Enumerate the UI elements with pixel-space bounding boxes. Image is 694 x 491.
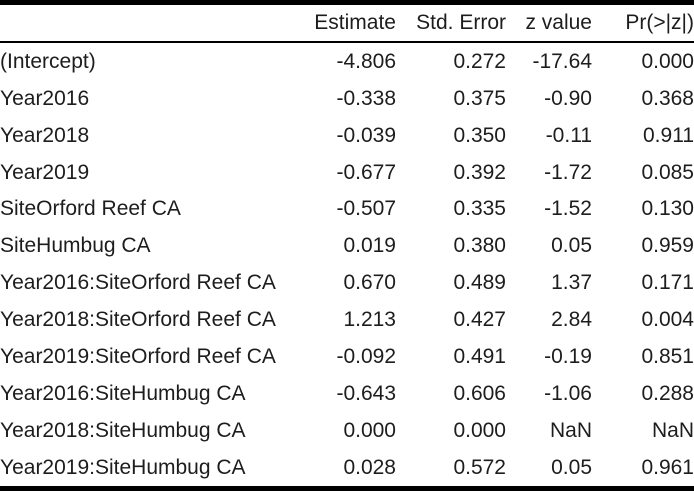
cell-estimate: -4.806 [336,49,396,73]
table-row: SiteHumbug CA 0.019 0.380 0.05 0.959 [0,228,694,265]
table-row: Year2019:SiteOrford Reef CA -0.092 0.491 -0… [0,338,694,375]
cell-p-value: 0.288 [641,381,694,405]
cell-z-value: 0.05 [551,455,592,479]
cell-p-value: 0.130 [641,197,694,221]
cell-p-value: NaN [651,418,694,442]
row-term: SiteOrford Reef CA [0,197,181,221]
row-term: Year2016:SiteHumbug CA [0,381,246,405]
cell-std-error: 0.335 [453,197,506,221]
table-row: Year2016 -0.338 0.375 -0.90 0.368 [0,80,694,117]
table-body: (Intercept) -4.806 0.272 -17.64 0.000 Year201… [0,42,694,486]
cell-estimate: 0.028 [343,455,396,479]
cell-z-value: -1.06 [544,381,592,405]
column-header-std-error: Std. Error [396,5,506,43]
coefficient-table: Estimate Std. Error z value Pr(>|z|) (In… [0,5,694,486]
cell-estimate: -0.643 [336,381,396,405]
table-row: Year2018:SiteHumbug CA 0.000 0.000 NaN NaN [0,412,694,449]
cell-std-error: 0.375 [453,86,506,110]
cell-z-value: -17.64 [532,49,592,73]
cell-z-value: NaN [549,418,592,442]
table-row: SiteOrford Reef CA -0.507 0.335 -1.52 0.130 [0,191,694,228]
row-term: Year2018 [0,123,90,147]
table-row: Year2018 -0.039 0.350 -0.11 0.911 [0,117,694,154]
table-row: Year2016:SiteHumbug CA -0.643 0.606 -1.06 0.… [0,375,694,412]
cell-p-value: 0.851 [641,344,694,368]
cell-p-value: 0.368 [641,86,694,110]
row-term: SiteHumbug CA [0,234,151,258]
column-header-p-value: Pr(>|z|) [592,5,694,43]
cell-estimate: 0.019 [343,234,396,258]
cell-estimate: 0.000 [343,418,396,442]
cell-std-error: 0.000 [453,418,506,442]
table-row: Year2016:SiteOrford Reef CA 0.670 0.489 1.3… [0,265,694,302]
column-header-estimate: Estimate [296,5,396,43]
cell-p-value: 0.000 [641,49,694,73]
cell-z-value: -0.90 [544,86,592,110]
cell-estimate: -0.677 [336,160,396,184]
row-term: Year2016 [0,86,90,110]
row-term: Year2019:SiteOrford Reef CA [0,344,276,368]
cell-z-value: 1.37 [551,271,592,295]
cell-estimate: 1.213 [343,307,396,331]
cell-std-error: 0.491 [453,344,506,368]
table-row: (Intercept) -4.806 0.272 -17.64 0.000 [0,42,694,80]
cell-std-error: 0.392 [453,160,506,184]
cell-std-error: 0.606 [453,381,506,405]
cell-p-value: 0.959 [641,234,694,258]
cell-p-value: 0.961 [641,455,694,479]
cell-z-value: -1.72 [544,160,592,184]
cell-z-value: -0.11 [545,123,592,147]
cell-p-value: 0.171 [641,271,694,295]
cell-estimate: -0.338 [336,86,396,110]
cell-z-value: -1.52 [544,197,592,221]
row-term: Year2018:SiteOrford Reef CA [0,307,276,331]
cell-p-value: 0.085 [641,160,694,184]
cell-std-error: 0.572 [453,455,506,479]
column-header-term [0,5,296,43]
cell-p-value: 0.911 [643,123,694,147]
row-term: Year2018:SiteHumbug CA [0,418,246,442]
table-row: Year2018:SiteOrford Reef CA 1.213 0.427 2.8… [0,302,694,339]
cell-estimate: 0.670 [343,271,396,295]
header-row: Estimate Std. Error z value Pr(>|z|) [0,5,694,43]
row-term: Year2016:SiteOrford Reef CA [0,271,276,295]
table-row: Year2019:SiteHumbug CA 0.028 0.572 0.05 0.96… [0,449,694,486]
cell-std-error: 0.427 [453,307,506,331]
cell-std-error: 0.350 [453,123,506,147]
table-row: Year2019 -0.677 0.392 -1.72 0.085 [0,154,694,191]
cell-z-value: -0.19 [544,344,592,368]
cell-estimate: -0.092 [336,344,396,368]
cell-estimate: -0.507 [336,197,396,221]
cell-z-value: 0.05 [551,234,592,258]
row-term: (Intercept) [0,49,96,73]
cell-std-error: 0.380 [453,234,506,258]
cell-p-value: 0.004 [641,307,694,331]
cell-z-value: 2.84 [551,307,592,331]
row-term: Year2019 [0,160,90,184]
cell-estimate: -0.039 [336,123,396,147]
cell-std-error: 0.489 [453,271,506,295]
cell-std-error: 0.272 [453,49,506,73]
column-header-z-value: z value [506,5,592,43]
row-term: Year2019:SiteHumbug CA [0,455,246,479]
